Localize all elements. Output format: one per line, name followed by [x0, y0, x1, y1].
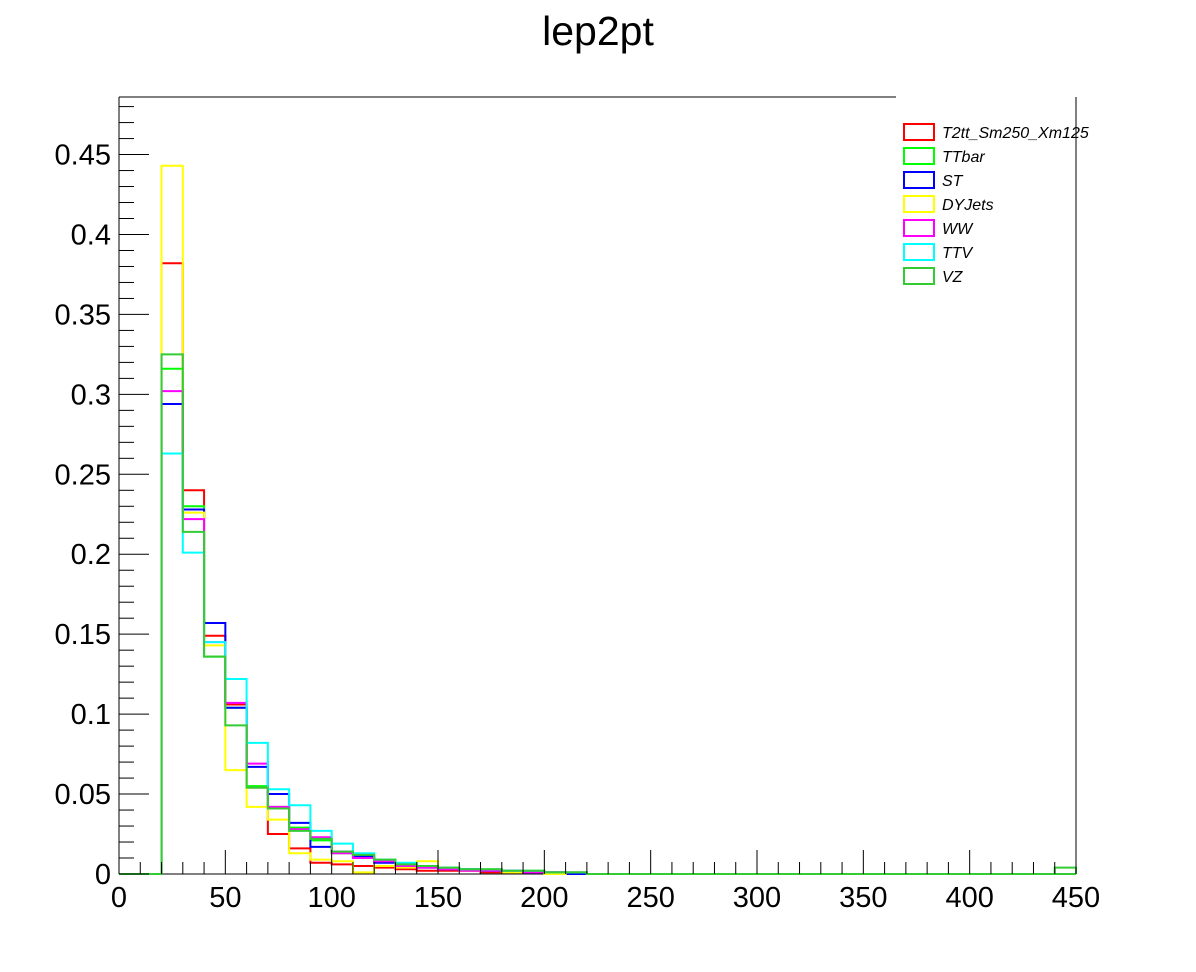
y-tick-label: 0.35	[55, 299, 111, 331]
x-tick-label: 300	[733, 882, 781, 914]
x-tick-label: 150	[414, 882, 462, 914]
y-tick-label: 0.1	[71, 699, 111, 731]
x-tick-label: 250	[626, 882, 674, 914]
x-tick-label: 200	[520, 882, 568, 914]
legend-swatch	[903, 219, 935, 237]
x-tick-label: 350	[839, 882, 887, 914]
y-tick-label: 0.15	[55, 619, 111, 651]
legend-label: WW	[942, 221, 974, 238]
legend-label: DYJets	[942, 197, 994, 214]
y-tick-label: 0	[95, 859, 111, 891]
series-line-ww	[119, 390, 1076, 875]
legend-label: TTV	[942, 245, 974, 262]
legend-swatch	[903, 147, 935, 165]
y-tick-label: 0.3	[71, 379, 111, 411]
x-tick-label: 400	[945, 882, 993, 914]
y-tick-label: 0.45	[55, 140, 111, 172]
legend-swatch	[903, 267, 935, 285]
series-line-vz	[119, 353, 1076, 875]
y-tick-label: 0.25	[55, 459, 111, 491]
series-line-ttv	[119, 452, 1076, 875]
series-layer	[119, 164, 1077, 875]
legend-label: TTbar	[942, 149, 985, 166]
x-tick-label: 450	[1052, 882, 1100, 914]
x-tick-label: 50	[209, 882, 241, 914]
legend-label: T2tt_Sm250_Xm125	[942, 125, 1089, 142]
axes: 0 50 100 150 200 250 300 350 400 450 0 0.05 0.1 0.15 0…	[55, 106, 1100, 914]
chart-title: lep2pt	[542, 8, 654, 54]
y-tick-label: 0.4	[71, 219, 111, 251]
series-line-t2tt-sm250-xm125	[119, 262, 1076, 875]
legend-label: VZ	[942, 269, 964, 286]
x-tick-label: 0	[111, 882, 127, 914]
legend-swatch	[903, 123, 935, 141]
legend-swatch	[903, 171, 935, 189]
legend-swatch	[903, 195, 935, 213]
legend-label: ST	[942, 173, 964, 190]
series-line-st	[119, 402, 1076, 875]
series-line-ttbar	[119, 367, 1076, 875]
legend: T2tt_Sm250_Xm125 TTbar ST DYJets WW TTV VZ	[903, 123, 1089, 286]
y-tick-label: 0.05	[55, 779, 111, 811]
legend-swatch	[903, 243, 935, 261]
plot-frame	[118, 96, 1077, 875]
x-tick-label: 100	[307, 882, 355, 914]
y-tick-label: 0.2	[71, 539, 111, 571]
